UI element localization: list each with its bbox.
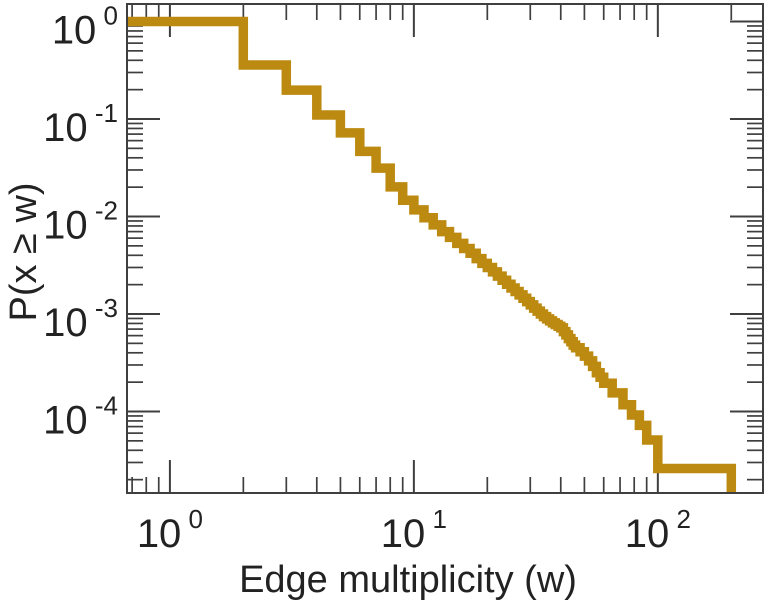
x-tick-label: 10 1 <box>381 504 447 556</box>
y-tick-label: 10 -1 <box>43 98 118 150</box>
y-axis-title: P(x ≥ w) <box>3 182 45 321</box>
tick-marks <box>127 4 763 493</box>
tick-labels: 10 0 10 1 10 2 10 0 10 -1 10 -2 10 -3 10 -4 <box>43 1 691 556</box>
y-tick-label: 10 0 <box>52 1 118 53</box>
plot-frame <box>126 3 764 494</box>
y-tick-label: 10 -2 <box>43 196 118 248</box>
y-tick-label: 10 -3 <box>43 293 118 345</box>
ccdf-curve <box>127 16 737 493</box>
x-tick-label: 10 0 <box>137 504 203 556</box>
y-tick-label: 10 -4 <box>43 390 118 442</box>
x-tick-label: 10 2 <box>625 504 691 556</box>
x-axis-title: Edge multiplicity (w) <box>239 559 577 600</box>
